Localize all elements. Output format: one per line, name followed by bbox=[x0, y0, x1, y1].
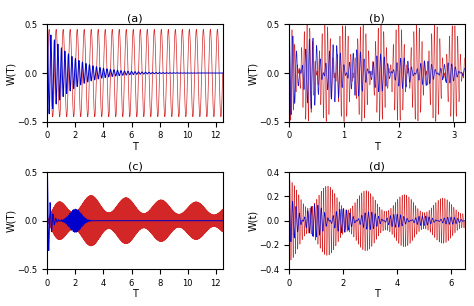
Y-axis label: W(T): W(T) bbox=[6, 62, 16, 85]
X-axis label: T: T bbox=[374, 142, 380, 152]
Y-axis label: W(t): W(t) bbox=[248, 210, 258, 231]
X-axis label: T: T bbox=[132, 142, 138, 152]
Y-axis label: W(T): W(T) bbox=[248, 62, 258, 85]
X-axis label: T: T bbox=[374, 289, 380, 299]
Y-axis label: W(T): W(T) bbox=[6, 209, 16, 232]
X-axis label: T: T bbox=[132, 289, 138, 299]
Title: (d): (d) bbox=[369, 161, 385, 171]
Title: (a): (a) bbox=[127, 14, 143, 24]
Title: (c): (c) bbox=[128, 161, 143, 171]
Title: (b): (b) bbox=[369, 14, 385, 24]
